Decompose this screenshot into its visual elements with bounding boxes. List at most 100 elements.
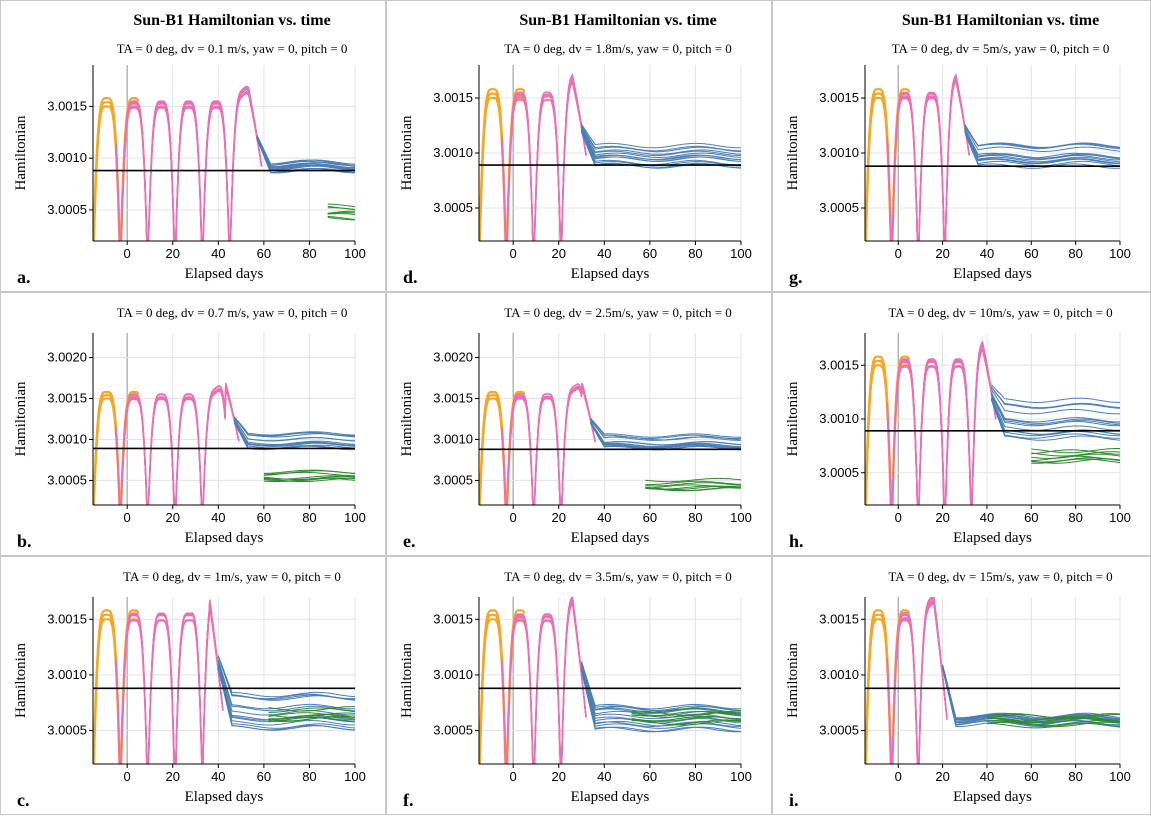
late-trace — [268, 707, 355, 713]
x-tick-label: 40 — [211, 510, 225, 525]
orbit-trace — [964, 130, 1120, 164]
y-tick-label: 3.0010 — [819, 411, 859, 426]
y-axis-label: Hamiltonian — [399, 381, 415, 456]
late-trace — [631, 708, 741, 714]
orbit-trace — [256, 135, 355, 165]
x-tick-label: 20 — [935, 510, 949, 525]
transfer-trace — [501, 387, 596, 505]
orbit-trace — [581, 669, 741, 729]
orbit-trace — [256, 136, 355, 169]
x-tick-label: 80 — [302, 510, 316, 525]
y-tick-label: 3.0010 — [819, 667, 859, 682]
transfer-trace — [501, 75, 587, 241]
orbit-trace — [233, 418, 355, 442]
orbit-trace — [590, 421, 741, 446]
x-tick-label: 80 — [1068, 246, 1082, 261]
transfer-trace — [501, 385, 596, 505]
late-trace — [645, 480, 741, 486]
panel-d: Sun-B1 Hamiltonian vs. time TA = 0 deg, d… — [386, 0, 772, 292]
x-tick-label: 40 — [597, 769, 611, 784]
late-trace — [986, 716, 1120, 722]
transfer-trace — [115, 85, 263, 241]
y-tick-label: 3.0015 — [433, 90, 473, 105]
transfer-trace — [501, 81, 587, 241]
late-trace — [263, 477, 355, 482]
transfer-trace — [501, 387, 596, 505]
x-tick-label: 20 — [552, 510, 566, 525]
x-tick-label: 40 — [597, 246, 611, 261]
traces-d — [479, 73, 741, 241]
late-trace — [268, 712, 355, 719]
transfer-trace — [886, 73, 970, 241]
x-tick-label: 100 — [1109, 769, 1131, 784]
chart-subtitle: TA = 0 deg, dv = 0.1 m/s, yaw = 0, pitch… — [117, 41, 348, 56]
late-trace — [327, 205, 355, 210]
late-trace — [268, 713, 355, 720]
orbit-trace — [581, 661, 741, 711]
chart-svg-e: TA = 0 deg, dv = 2.5m/s, yaw = 0, pitch … — [399, 305, 752, 551]
x-tick-label: 20 — [166, 246, 180, 261]
x-tick-label: 60 — [257, 769, 271, 784]
x-tick-label: 80 — [688, 510, 702, 525]
transfer-trace — [886, 601, 948, 764]
chart-svg-f: TA = 0 deg, dv = 3.5m/s, yaw = 0, pitch … — [399, 569, 752, 810]
x-tick-label: 100 — [344, 246, 366, 261]
x-tick-label: 100 — [730, 769, 752, 784]
transfer-trace — [501, 601, 587, 764]
x-tick-label: 100 — [730, 246, 752, 261]
orbit-trace — [964, 125, 1120, 152]
pre-trace — [479, 390, 526, 505]
x-tick-label: 100 — [344, 510, 366, 525]
late-trace — [1031, 451, 1120, 457]
orbit-trace — [964, 124, 1120, 148]
y-axis-label: Hamiltonian — [785, 381, 801, 456]
late-trace — [327, 215, 355, 220]
chart-svg-b: TA = 0 deg, dv = 0.7 m/s, yaw = 0, pitch… — [13, 305, 366, 551]
orbit-trace — [233, 420, 355, 447]
traces-f — [479, 597, 741, 764]
x-tick-label: 20 — [166, 769, 180, 784]
orbit-trace — [233, 416, 355, 436]
y-tick-label: 3.0010 — [47, 667, 87, 682]
x-tick-label: 0 — [124, 510, 131, 525]
x-tick-label: 20 — [935, 246, 949, 261]
transfer-trace — [501, 382, 596, 505]
y-tick-label: 3.0005 — [47, 202, 87, 217]
late-trace — [645, 482, 741, 487]
y-tick-label: 3.0015 — [819, 357, 859, 372]
pre-trace — [479, 609, 526, 764]
transfer-trace — [115, 599, 224, 764]
x-axis-label: Elapsed days — [571, 530, 650, 546]
panel-a: Sun-B1 Hamiltonian vs. time TA = 0 deg, d… — [0, 0, 386, 292]
chart-subtitle: TA = 0 deg, dv = 2.5m/s, yaw = 0, pitch … — [504, 305, 732, 320]
late-trace — [327, 213, 355, 216]
late-trace — [631, 715, 741, 722]
x-tick-label: 40 — [980, 510, 994, 525]
traces-e — [479, 382, 741, 505]
chart-title: Sun-B1 Hamiltonian vs. time — [133, 12, 330, 29]
orbit-trace — [217, 662, 355, 716]
orbit-trace — [581, 125, 741, 152]
orbit-trace — [581, 670, 741, 733]
x-axis-label: Elapsed days — [571, 789, 650, 805]
x-tick-label: 0 — [510, 246, 517, 261]
orbit-trace — [991, 384, 1120, 403]
orbit-trace — [233, 416, 355, 436]
late-trace — [645, 477, 741, 483]
transfer-trace — [501, 385, 596, 505]
orbit-trace — [991, 386, 1120, 409]
late-trace — [268, 716, 355, 722]
y-tick-label: 3.0010 — [819, 145, 859, 160]
orbit-trace — [256, 135, 355, 167]
x-tick-label: 60 — [1024, 769, 1038, 784]
orbit-trace — [990, 399, 1120, 441]
panel-c: TA = 0 deg, dv = 1m/s, yaw = 0, pitch = … — [0, 556, 386, 815]
x-tick-label: 60 — [1024, 246, 1038, 261]
transfer-trace — [115, 92, 263, 241]
y-tick-label: 3.0005 — [819, 200, 859, 215]
orbit-trace — [990, 395, 1120, 431]
chart-svg-g: Sun-B1 Hamiltonian vs. time TA = 0 deg, d… — [785, 12, 1131, 287]
x-tick-label: 40 — [211, 769, 225, 784]
panel-letter: g. — [789, 267, 803, 287]
